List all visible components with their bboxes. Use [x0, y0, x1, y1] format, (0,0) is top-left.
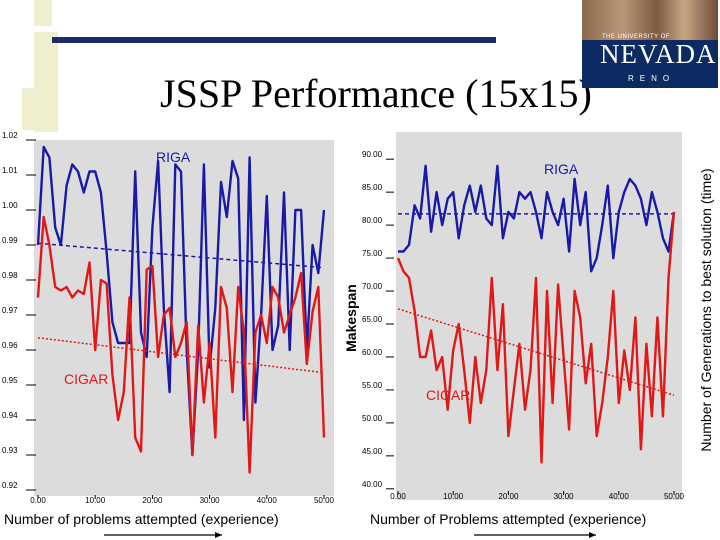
chart-1-ytick-label: 1.01 — [2, 166, 18, 175]
chart-2-cigar-series-line — [396, 211, 676, 464]
chart-1-ytick-label: 0.97 — [2, 306, 18, 315]
chart-2-cigar-label: CIGAR — [426, 387, 470, 403]
chart-1-cigar-series-line — [36, 215, 326, 474]
chart-1-cigar-trend-line — [37, 337, 325, 374]
logo-photo — [582, 0, 718, 40]
deco-square-small — [22, 88, 36, 130]
chart-2-ytick-label: 75.00 — [362, 249, 383, 258]
logo-big-text: NEVADA — [600, 39, 717, 69]
chart-2-ytick-label: 90.00 — [362, 150, 383, 159]
chart-2-xtick-label: 20.00 — [498, 492, 519, 501]
chart-2-ytick-label: 80.00 — [362, 216, 383, 225]
chart-2-ytick-label: 65.00 — [362, 315, 383, 324]
chart-2-y-axis-label: Makespan — [343, 284, 359, 352]
chart-2-ytick-label: 50.00 — [362, 414, 383, 423]
chart-1-x-axis-label: Number of problems attempted (experience… — [4, 511, 279, 527]
chart-1-ytick-label: 0.99 — [2, 236, 18, 245]
chart-1-riga-label: RIGA — [156, 149, 191, 165]
chart-1-riga-trend-line — [37, 242, 325, 269]
right-experience-arrow-head — [589, 532, 596, 538]
chart-1-ytick-label: 0.95 — [2, 376, 18, 385]
slide-title: JSSP Performance (15x15) — [160, 71, 592, 116]
chart-1-riga-series-line — [36, 145, 326, 457]
chart-2-y2-axis-label: Number of Generations to best solution (… — [698, 168, 714, 451]
deco-square-left — [34, 0, 52, 26]
chart-2-xtick-label: 30.00 — [554, 492, 575, 501]
chart-2-ytick-label: 40.00 — [362, 480, 383, 489]
chart-1-xtick-label: 30.00 — [200, 496, 221, 505]
chart-2-cigar-trend-line — [397, 308, 675, 396]
chart-2-ytick-label: 85.00 — [362, 183, 383, 192]
logo-small-text: THE UNIVERSITY OF — [602, 34, 671, 40]
chart-2-x-axis-label: Number of Problems attempted (experience… — [370, 511, 646, 527]
chart-2-riga-label: RIGA — [544, 161, 579, 177]
chart-1-xtick-label: 20.00 — [142, 496, 163, 505]
chart-2-ytick-label: 55.00 — [362, 381, 383, 390]
chart-1-ytick-label: 0.92 — [2, 481, 18, 490]
chart-1-ytick-label: 0.96 — [2, 341, 18, 350]
chart-1-ytick-label: 0.98 — [2, 271, 18, 280]
university-logo: THE UNIVERSITY OF NEVADA RENO — [582, 0, 718, 88]
chart-1-xtick-label: 50.00 — [314, 496, 335, 505]
chart-2-riga-series-line — [398, 164, 676, 273]
chart-2-xtick-label: 50.00 — [664, 492, 685, 501]
chart-2-xtick-label: 0.00 — [390, 492, 406, 501]
logo-sub-text: RENO — [628, 74, 676, 83]
chart-2-ytick-label: 70.00 — [362, 282, 383, 291]
chart-2-xtick-label: 40.00 — [609, 492, 630, 501]
chart-1-cigar-label: CIGAR — [64, 371, 108, 387]
chart-1-xtick-label: 40.00 — [257, 496, 278, 505]
deco-square-main — [34, 32, 58, 132]
title-accent-bar — [52, 37, 496, 43]
chart-1-xtick-label: 0.00 — [30, 496, 46, 505]
chart-right-background — [396, 132, 682, 500]
chart-1-ytick-label: 1.00 — [2, 201, 18, 210]
chart-1-ytick-label: 0.94 — [2, 411, 18, 420]
chart-2-xtick-label: 10.00 — [443, 492, 464, 501]
chart-1-ytick-label: 0.93 — [2, 446, 18, 455]
chart-2-ytick-label: 60.00 — [362, 348, 383, 357]
chart-1-ytick-label: 1.02 — [2, 131, 18, 140]
chart-2-ytick-label: 45.00 — [362, 447, 383, 456]
left-experience-arrow-head — [215, 532, 222, 538]
chart-1-xtick-label: 10.00 — [85, 496, 106, 505]
